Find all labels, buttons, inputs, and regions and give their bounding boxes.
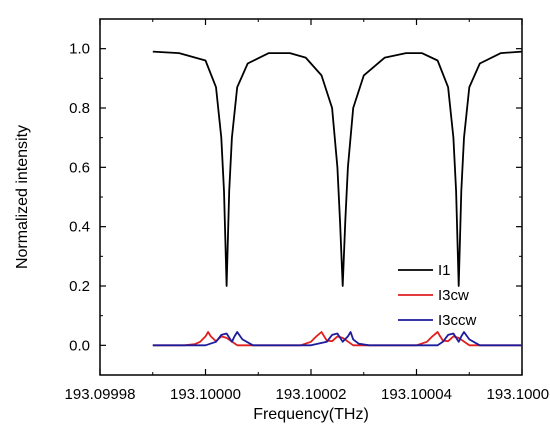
series-line-i1: [152, 50, 523, 287]
x-tick-label: 193.09998: [65, 386, 136, 403]
x-tick-label: 193.10002: [276, 386, 347, 403]
x-tick-label: 193.10004: [381, 386, 452, 403]
legend: I1 I3cw I3ccw: [398, 262, 477, 329]
legend-label: I1: [438, 262, 451, 279]
legend-label: I3ccw: [438, 312, 477, 329]
y-tick-label: 0.4: [69, 219, 90, 236]
x-tick-label: 193.10006: [487, 386, 550, 403]
y-tick-label: 0.0: [69, 337, 90, 354]
y-tick-label: 1.0: [69, 41, 90, 58]
y-tick-label: 0.2: [69, 278, 90, 295]
y-axis-title: Normalized intensity: [14, 125, 31, 269]
series-line-i3cw: [152, 331, 522, 347]
legend-label: I3cw: [438, 287, 469, 304]
y-tick-label: 0.6: [69, 159, 90, 176]
x-tick-label: 193.10000: [170, 386, 241, 403]
y-tick-label: 0.8: [69, 100, 90, 117]
series-lines: [152, 50, 523, 347]
x-axis-title: Frequency(THz): [253, 406, 369, 423]
axis-ticks: 193.09998 193.10000 193.10002 193.10004 193.…: [65, 19, 550, 403]
series-line-i3ccw: [152, 331, 522, 347]
